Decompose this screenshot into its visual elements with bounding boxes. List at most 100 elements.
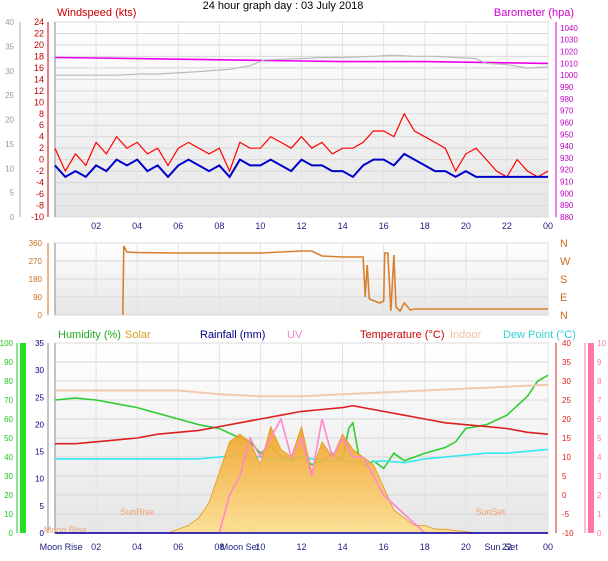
legend-item: Solar <box>125 329 151 341</box>
dir-tick-label: 180 <box>29 275 43 284</box>
rain-tick-label: 35 <box>35 339 44 348</box>
wind-inner-tick-label: 14 <box>34 74 44 84</box>
humidity-tick-label: 10 <box>4 510 13 519</box>
temp-tick-label: 15 <box>562 434 571 443</box>
x-tick-label: Sun <box>485 542 501 552</box>
baro-tick-label: 950 <box>560 130 574 139</box>
temp-tick-label: 35 <box>562 358 571 367</box>
x-tick-label: 18 <box>420 542 430 552</box>
solar-area <box>55 425 548 534</box>
legend-item: Dew Point (°C) <box>503 329 576 341</box>
wind-outer-tick-label: 25 <box>5 91 14 100</box>
humidity-axis-bar <box>20 343 26 533</box>
wind-inner-tick-label: 16 <box>34 63 44 73</box>
temp-tick-label: 10 <box>562 453 571 462</box>
temp-tick-label: 20 <box>562 415 571 424</box>
windspeed-legend: Windspeed (kts) <box>57 7 136 19</box>
temp-tick-label: 25 <box>562 396 571 405</box>
legend-item: UV <box>287 329 303 341</box>
dir-compass-label: E <box>560 292 567 304</box>
wind-outer-tick-label: 10 <box>5 164 14 173</box>
humidity-tick-label: 20 <box>4 491 13 500</box>
x-tick-label: 14 <box>338 221 348 231</box>
baro-tick-label: 1010 <box>560 59 578 68</box>
wind-inner-tick-label: 4 <box>39 132 44 142</box>
wind-inner-tick-label: 24 <box>34 17 44 27</box>
temp-tick-label: -10 <box>562 529 574 538</box>
barometer-legend: Barometer (hpa) <box>494 7 574 19</box>
temp-tick-label: 30 <box>562 377 571 386</box>
wind-inner-tick-label: -4 <box>36 178 44 188</box>
uv-tick-label: 10 <box>597 339 606 348</box>
uv-tick-label: 5 <box>597 434 602 443</box>
rain-tick-label: 0 <box>40 529 45 538</box>
series-line-2 <box>54 112 549 178</box>
baro-tick-label: 900 <box>560 189 574 198</box>
x-tick-label: 08 <box>214 221 224 231</box>
humidity-tick-label: 60 <box>4 415 13 424</box>
uv-axis-bar <box>588 343 594 533</box>
series-line-uv <box>55 416 548 534</box>
dir-compass-label: W <box>560 256 571 268</box>
baro-tick-label: 910 <box>560 178 574 187</box>
wind-inner-tick-label: 22 <box>34 28 44 38</box>
series-line-3 <box>54 152 548 179</box>
x-tick-label: 08 <box>214 542 224 552</box>
x-tick-label: 12 <box>296 221 306 231</box>
x-tick-label: 04 <box>132 221 142 231</box>
event-label: SunRise <box>120 507 154 517</box>
legend-item: Rainfall (mm) <box>200 329 265 341</box>
uv-tick-label: 2 <box>597 491 602 500</box>
humidity-tick-label: 70 <box>4 396 13 405</box>
event-label: SunSet <box>476 507 506 517</box>
baro-tick-label: 920 <box>560 166 574 175</box>
x-tick-label: 00 <box>543 542 553 552</box>
dir-compass-label: N <box>560 310 568 322</box>
temp-tick-label: 40 <box>562 339 571 348</box>
wind-inner-tick-label: 10 <box>34 97 44 107</box>
humidity-tick-label: 90 <box>4 358 13 367</box>
dir-compass-label: S <box>560 274 567 286</box>
x-tick-label: 00 <box>543 221 553 231</box>
series-line-0 <box>54 56 549 65</box>
series-line-temperature <box>55 404 549 445</box>
wind-outer-tick-label: 30 <box>5 67 14 76</box>
temp-tick-label: 0 <box>562 491 567 500</box>
wind-inner-tick-label: 18 <box>34 51 44 61</box>
legend-item: Temperature (°C) <box>360 329 444 341</box>
wind-outer-tick-label: 40 <box>5 18 14 27</box>
x-tick-label: 02 <box>91 542 101 552</box>
dir-compass-label: N <box>560 238 568 250</box>
x-tick-label: 06 <box>173 221 183 231</box>
uv-tick-label: 4 <box>597 453 602 462</box>
uv-tick-label: 7 <box>597 396 602 405</box>
wind-inner-tick-label: 12 <box>34 86 44 96</box>
baro-tick-label: 1020 <box>560 48 578 57</box>
baro-tick-label: 970 <box>560 107 574 116</box>
direction-line <box>122 245 548 316</box>
wind-inner-tick-label: 8 <box>39 109 44 119</box>
wind-inner-tick-label: -6 <box>36 189 44 199</box>
wind-baro-panel: Windspeed (kts) Barometer (hpa) 24222018… <box>5 7 578 231</box>
legend-item: Indoor <box>450 329 482 341</box>
humidity-tick-label: 0 <box>9 529 14 538</box>
wind-inner-tick-label: 6 <box>39 120 44 130</box>
page-title: 24 hour graph day : 03 July 2018 <box>203 0 364 12</box>
x-tick-label: Moon Rise <box>40 542 83 552</box>
legend-item: Humidity (%) <box>58 329 121 341</box>
uv-tick-label: 0 <box>597 529 602 538</box>
wind-inner-tick-label: 2 <box>39 143 44 153</box>
rain-tick-label: 25 <box>35 393 44 402</box>
rain-tick-label: 30 <box>35 366 44 375</box>
humidity-tick-label: 80 <box>4 377 13 386</box>
baro-tick-label: 930 <box>560 154 574 163</box>
series-line-indoor <box>55 383 549 398</box>
humidity-tick-label: 50 <box>4 434 13 443</box>
rain-tick-label: 10 <box>35 475 44 484</box>
baro-tick-label: 960 <box>560 118 574 127</box>
humidity-tick-label: 30 <box>4 472 13 481</box>
series-line-1 <box>55 54 549 76</box>
x-tick-label: 10 <box>255 542 265 552</box>
wind-outer-tick-label: 15 <box>5 140 14 149</box>
